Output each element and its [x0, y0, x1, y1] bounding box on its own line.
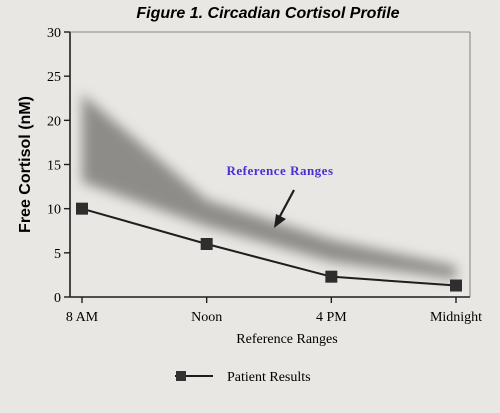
y-tick-label: 0	[54, 291, 61, 306]
y-tick-label: 10	[47, 203, 61, 218]
x-tick-label: 8 AM	[66, 310, 99, 325]
data-point	[450, 279, 462, 292]
reference-range-band	[82, 93, 456, 280]
axes: 0 5 10 15 20 25 30 8 AM Noon 4 PM Midnight	[47, 26, 482, 325]
y-tick-label: 25	[47, 70, 61, 85]
data-point	[76, 202, 88, 215]
y-tick-label: 20	[47, 114, 61, 129]
legend-marker	[176, 371, 186, 381]
annotation-arrow	[274, 189, 295, 228]
y-tick-label: 5	[54, 247, 61, 262]
y-tick-label: 30	[47, 26, 61, 41]
data-point	[200, 238, 213, 250]
legend: Patient Results	[175, 370, 311, 385]
data-point	[325, 270, 338, 283]
y-tick-label: 15	[47, 159, 61, 174]
reference-ranges-annotation: Reference Ranges	[226, 163, 333, 178]
patient-series	[76, 202, 462, 292]
reference-band-area	[82, 93, 456, 280]
x-axis-label: Reference Ranges	[236, 332, 337, 347]
x-tick-label: Midnight	[430, 310, 482, 325]
x-tick-label: 4 PM	[316, 310, 347, 325]
legend-label: Patient Results	[227, 370, 311, 385]
chart-title: Figure 1. Circadian Cortisol Profile	[136, 5, 399, 22]
series-line	[81, 207, 457, 287]
y-axis-label: Free Cortisol (nM)	[17, 96, 34, 233]
x-tick-label: Noon	[191, 310, 222, 325]
